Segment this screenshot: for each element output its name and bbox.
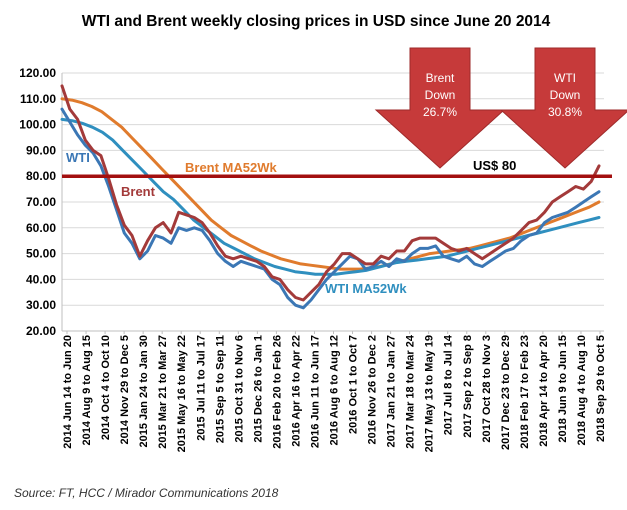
arrow-text-down-1: Down [550,88,581,102]
y-tick-label: 100.00 [19,118,56,132]
x-tick-label: 2015 Dec 26 to Jan 1 [252,335,264,443]
y-tick-label: 30.00 [26,298,56,312]
x-tick-label: 2017 Jan 21 to Jan 27 [386,335,398,448]
x-tick-label: 2017 Sep 2 to Sep 8 [462,335,474,438]
reference-line-label: US$ 80 [473,158,516,173]
y-tick-label: 90.00 [26,143,56,157]
x-tick-label: 2018 Feb 17 to Feb 23 [519,335,531,449]
x-tick-label: 2014 Nov 29 to Dec 5 [119,335,131,444]
y-tick-label: 50.00 [26,247,56,261]
wti-line [60,107,601,310]
x-tick-label: 2015 Jul 11 to Jul 17 [195,335,207,441]
x-axis-ticks: 2014 Jun 14 to Jun 20 2014 Aug 9 to Aug 1… [62,331,607,452]
wti-ma-series-label: WTI MA52Wk [325,281,407,296]
y-tick-label: 20.00 [26,324,56,338]
x-tick-label: 2018 Sep 29 to Oct 5 [595,335,607,442]
wti-series-label: WTI [66,150,90,165]
y-tick-label: 110.00 [20,92,56,106]
arrow-text-percent-1: 30.8% [548,105,582,119]
x-tick-label: 2016 Aug 6 to Aug 12 [329,335,341,445]
x-tick-label: 2015 Oct 31 to Nov 6 [233,335,245,443]
reference-line-group: US$ 80 [62,158,612,178]
annotations: Brent Down 26.7% WTI Down 30.8% [374,47,627,169]
x-tick-label: 2015 Mar 21 to Mar 27 [157,335,169,449]
x-tick-label: 2016 Apr 16 to Apr 22 [290,335,302,447]
x-tick-label: 2018 Aug 4 to Aug 10 [576,335,588,445]
y-axis-ticks: 20.00 30.00 40.00 50.00 60.00 70.00 80.00 90.00… [19,66,56,338]
brent-line [60,84,601,302]
y-tick-label: 60.00 [26,221,56,235]
x-tick-label: 2017 Jul 8 to Jul 14 [443,334,455,435]
x-tick-label: 2015 Jan 24 to Jan 30 [138,335,150,448]
arrow-text-name-1: WTI [554,71,576,85]
x-tick-label: 2018 Apr 14 to Apr 20 [538,335,550,447]
x-tick-label: 2014 Aug 9 to Aug 15 [81,335,93,445]
x-tick-label: 2014 Jun 14 to Jun 20 [62,335,74,449]
x-tick-label: 2018 Jun 9 to Jun 15 [557,335,569,443]
x-tick-label: 2017 Oct 28 to Nov 3 [481,335,493,443]
x-tick-label: 2017 Dec 23 to Dec 29 [500,335,512,450]
x-tick-label: 2016 Jun 11 to Jun 17 [309,335,321,448]
brent-ma-series-label: Brent MA52Wk [185,160,278,175]
brent-series-label: Brent [121,184,156,199]
arrow-text-percent-0: 26.7% [423,105,457,119]
x-tick-label: 2017 May 13 to May 19 [424,335,436,452]
y-tick-label: 120.00 [19,66,56,80]
y-tick-label: 80.00 [26,169,56,183]
arrow-text-down-0: Down [425,88,456,102]
x-tick-label: 2015 May 16 to May 22 [176,335,188,452]
x-tick-label: 2017 Mar 18 to Mar 24 [405,334,417,449]
y-tick-label: 70.00 [26,195,56,209]
x-tick-label: 2016 Oct 1 to Oct 7 [348,335,360,434]
x-tick-label: 2016 Feb 20 to Feb 26 [271,335,283,449]
arrow-text-name-0: Brent [426,71,455,85]
y-tick-label: 40.00 [26,272,56,286]
source-note: Source: FT, HCC / Mirador Communications… [14,486,279,500]
x-tick-label: 2016 Nov 26 to Dec 2 [367,335,379,444]
down-arrow-0 [374,47,506,169]
x-tick-label: 2014 Oct 4 to Oct 10 [100,335,112,440]
chart-title: WTI and Brent weekly closing prices in U… [82,13,551,30]
series-lines [60,84,601,310]
down-arrow-1 [499,47,627,169]
x-tick-label: 2015 Sep 5 to Sep 11 [214,335,226,443]
